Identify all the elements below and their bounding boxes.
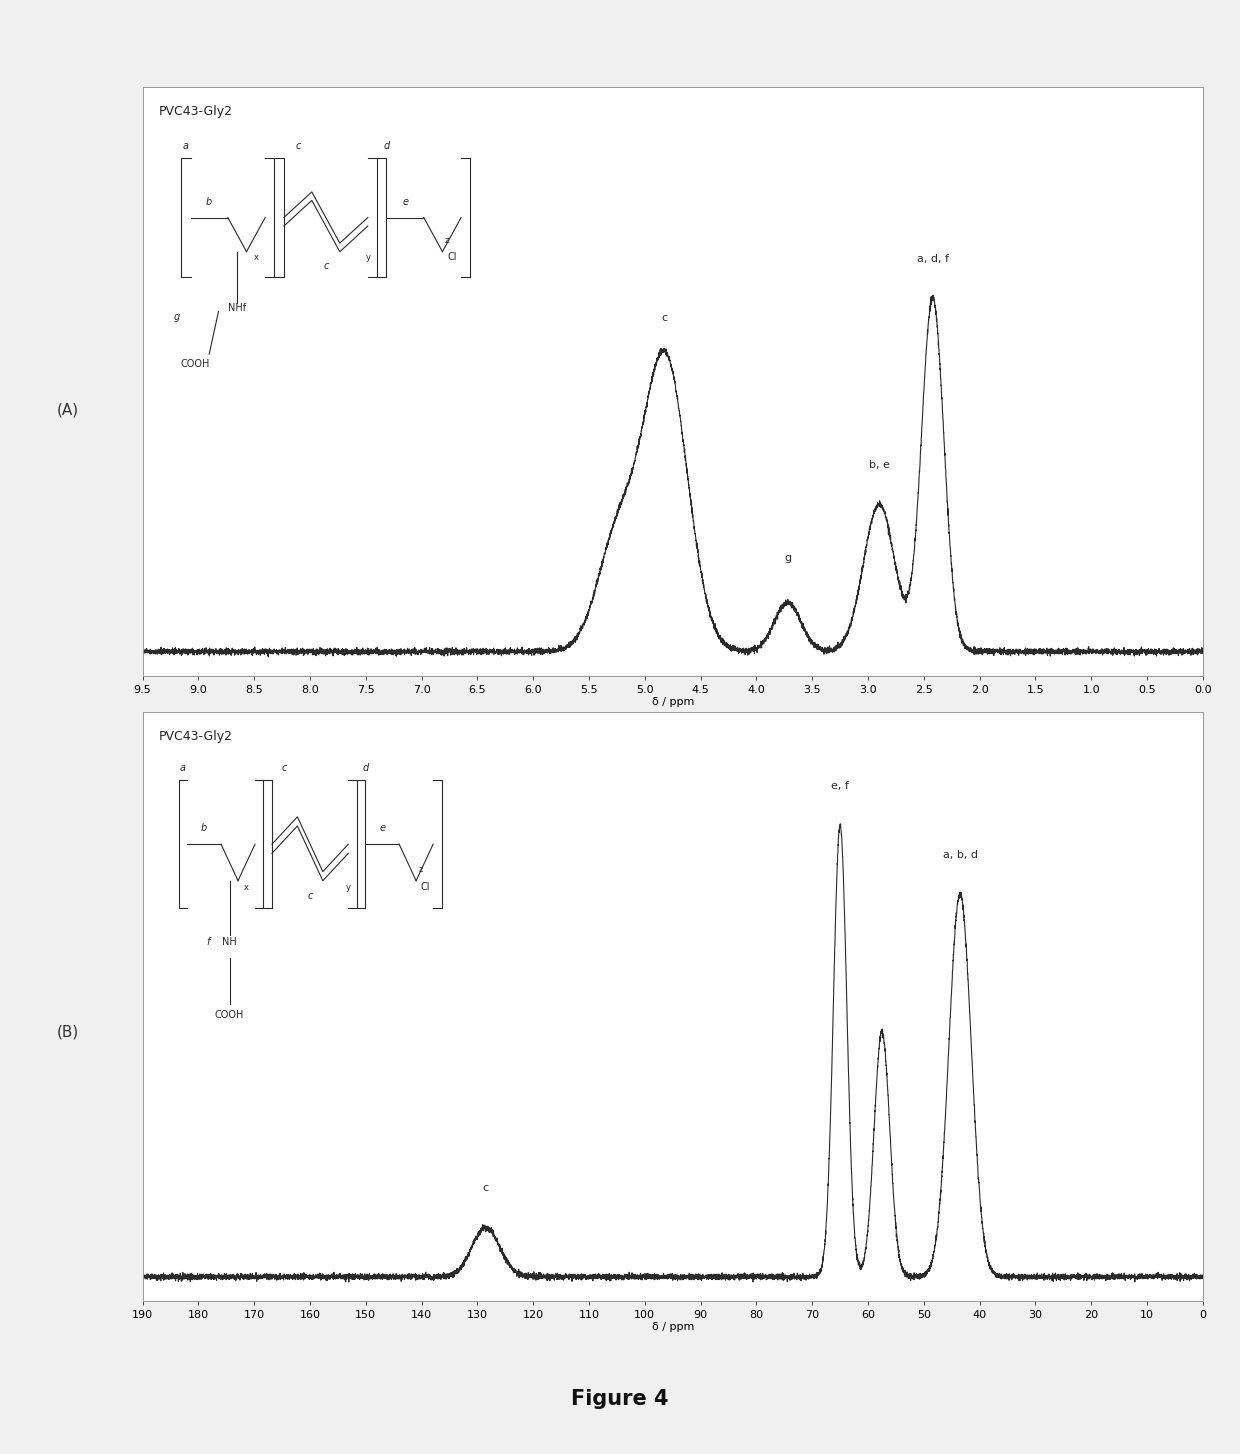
Text: a, b, d: a, b, d bbox=[942, 849, 977, 859]
X-axis label: δ / ppm: δ / ppm bbox=[651, 1322, 694, 1332]
X-axis label: δ / ppm: δ / ppm bbox=[651, 696, 694, 707]
Text: PVC43-Gly2: PVC43-Gly2 bbox=[159, 730, 233, 743]
Text: (A): (A) bbox=[57, 403, 79, 417]
Text: Figure 4: Figure 4 bbox=[572, 1389, 668, 1409]
Text: g: g bbox=[784, 553, 791, 563]
Text: c: c bbox=[482, 1184, 489, 1194]
Text: PVC43-Gly2: PVC43-Gly2 bbox=[159, 105, 233, 118]
Text: b, e: b, e bbox=[869, 459, 889, 470]
Text: e, f: e, f bbox=[831, 781, 849, 791]
Text: a, d, f: a, d, f bbox=[916, 254, 949, 263]
Text: c: c bbox=[662, 313, 668, 323]
Text: (B): (B) bbox=[57, 1025, 79, 1040]
